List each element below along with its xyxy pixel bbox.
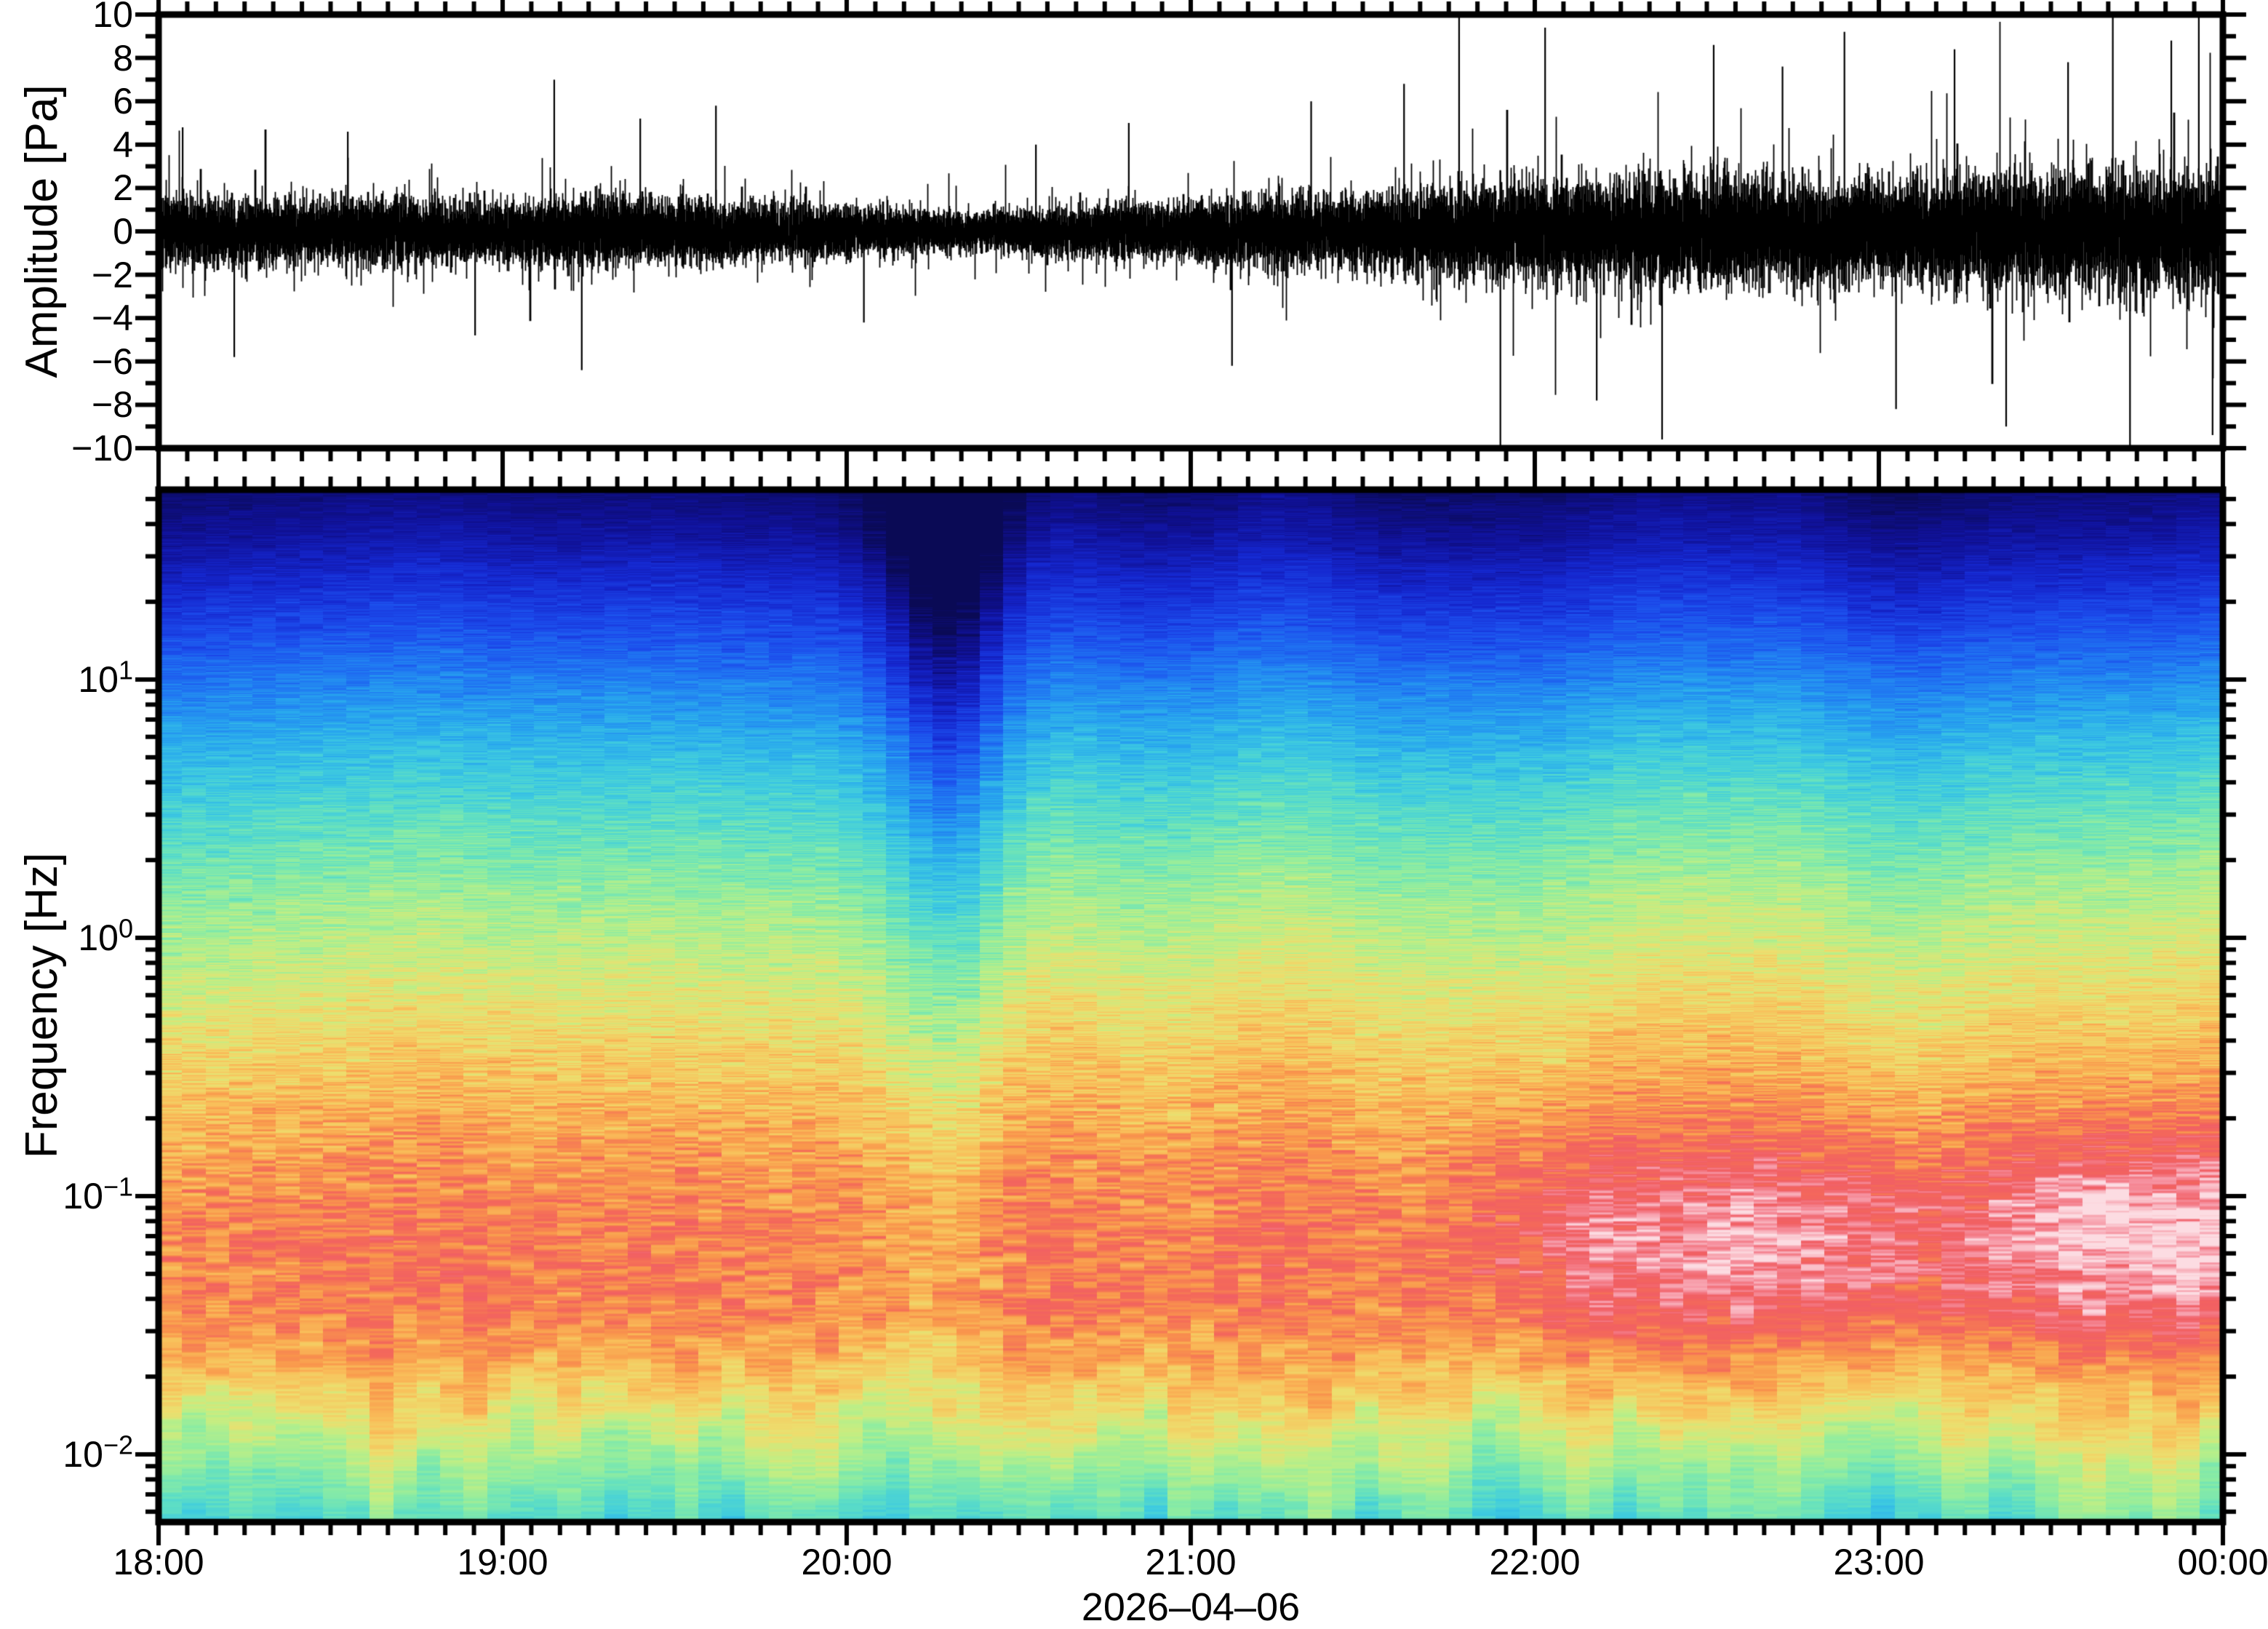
time-tick-label: 18:00 bbox=[113, 1542, 204, 1582]
time-tick-label: 00:00 bbox=[2177, 1542, 2268, 1582]
amplitude-tick-label: 0 bbox=[113, 211, 133, 252]
date-label: 2026–04–06 bbox=[1081, 1585, 1301, 1629]
amplitude-tick-label: 8 bbox=[113, 37, 133, 79]
time-tick-label: 22:00 bbox=[1489, 1542, 1581, 1582]
time-tick-label: 21:00 bbox=[1145, 1542, 1237, 1582]
amplitude-tick-label: 10 bbox=[92, 0, 133, 35]
amplitude-tick-label: 4 bbox=[113, 124, 133, 165]
amplitude-tick-label: −4 bbox=[91, 298, 133, 339]
frequency-tick-label: 100 bbox=[78, 913, 133, 958]
amplitude-tick-label: 2 bbox=[113, 167, 133, 209]
time-tick-label: 19:00 bbox=[457, 1542, 548, 1582]
amplitude-tick-label: −8 bbox=[91, 384, 133, 426]
amplitude-tick-label: 6 bbox=[113, 81, 133, 122]
frequency-tick-label: 101 bbox=[78, 655, 133, 700]
amplitude-tick-label: −2 bbox=[91, 254, 133, 295]
amplitude-tick-label: −10 bbox=[71, 428, 133, 469]
amplitude-tick-label: −6 bbox=[91, 340, 133, 382]
frequency-tick-label: 10−2 bbox=[63, 1430, 133, 1475]
frequency-axis-title: Frequency [Hz] bbox=[17, 852, 67, 1159]
amplitude-axis-title: Amplitude [Pa] bbox=[17, 84, 67, 378]
time-tick-label: 20:00 bbox=[801, 1542, 893, 1582]
time-tick-label: 23:00 bbox=[1833, 1542, 1925, 1582]
frequency-tick-label: 10−1 bbox=[63, 1171, 133, 1216]
